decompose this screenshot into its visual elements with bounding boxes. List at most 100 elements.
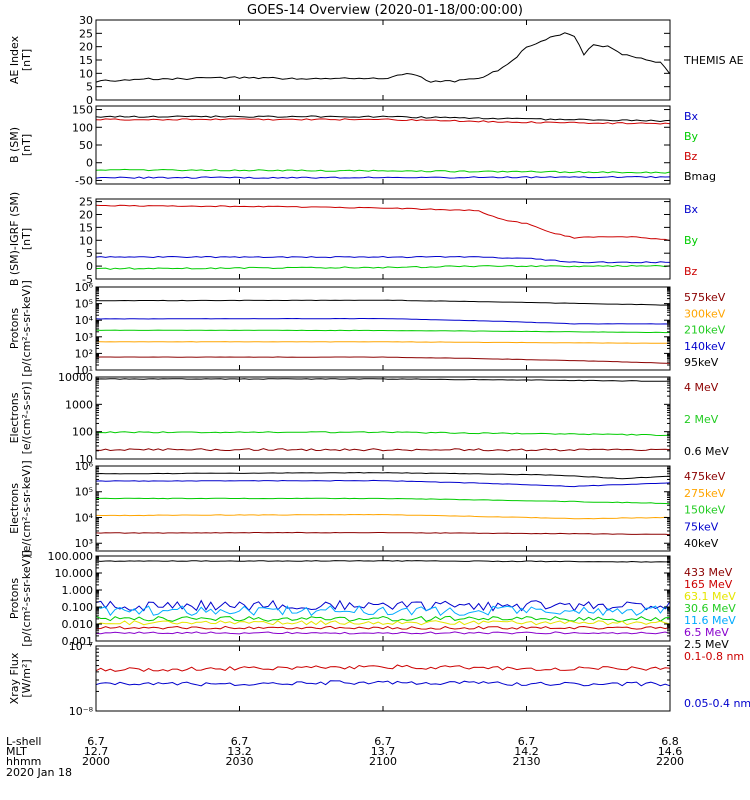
y-tick-label: 1.000	[62, 584, 94, 597]
legend-bz: Bz	[684, 150, 698, 163]
series-575kev-line	[95, 356, 671, 364]
legend-by: By	[684, 234, 699, 247]
panel-frame	[95, 465, 671, 552]
y-axis-label-line: [p/(cm²-s-sr-keV)]	[20, 550, 33, 647]
series-433-mev-line	[95, 631, 671, 635]
y-axis-label: Electrons[e/(cm²-s-sr)]	[8, 382, 33, 455]
y-tick-label: 10⁴	[75, 511, 94, 524]
legend-by: By	[684, 130, 699, 143]
y-tick-label: 50	[79, 139, 93, 152]
series-140kev-line	[95, 317, 671, 325]
y-tick-label: 10³	[75, 537, 93, 550]
y-tick-label: 10⁻⁸	[69, 705, 94, 718]
y-tick-label: 10²	[75, 347, 93, 360]
y-tick-label: 0.010	[62, 618, 94, 631]
series-0-05-0-4-nm-line	[95, 680, 671, 687]
y-axis-label: Xray Flux[W/m²]	[8, 652, 33, 704]
series-150kev-line	[96, 497, 671, 505]
y-tick-label: 10	[79, 453, 93, 466]
axis-row-label-l-shell: L-shell	[6, 735, 42, 748]
axis-value-mlt: 14.2	[514, 745, 539, 758]
panel-2: -50 0 50 100 150 B (SM)[nT] Bx By Bz Bmag	[8, 104, 716, 188]
series-themis-ae-line	[95, 32, 671, 83]
y-tick-label: 150	[72, 104, 93, 117]
axis-value-mlt: 13.2	[227, 745, 252, 758]
legend-40kev: 40keV	[684, 537, 719, 550]
y-tick-label: 10⁴	[75, 314, 94, 327]
panel-4: 10¹ 10² 10³ 10⁴ 10⁵ 10⁶ Protons[p/(cm²-s-sr-ke…	[8, 280, 726, 377]
y-tick-label: -5	[82, 273, 93, 286]
y-tick-label: 100	[72, 426, 93, 439]
y-tick-label: 1000	[65, 398, 93, 411]
legend-bmag: Bmag	[684, 170, 716, 183]
legend-0-1-0-8-nm: 0.1-0.8 nm	[684, 650, 744, 663]
series-bmag-line	[95, 115, 671, 123]
axis-value-l-shell: 6.8	[661, 735, 679, 748]
y-axis-label-line: [e/(cm²-s-sr)]	[20, 382, 33, 455]
y-tick-label: 100.000	[48, 550, 94, 563]
legend-11-6-mev: 11.6 MeV	[684, 614, 736, 627]
legend-433-mev: 433 MeV	[684, 566, 733, 579]
y-tick-label: 5	[86, 81, 93, 94]
panel-frame	[95, 198, 671, 280]
series-63-1-mev-line	[95, 620, 671, 626]
y-axis-label-line: [W/m²]	[20, 659, 33, 697]
series-95kev-line	[95, 299, 671, 306]
y-axis-label-line: Protons	[8, 578, 21, 619]
y-axis-label-line: [nT]	[20, 134, 33, 156]
y-tick-label: 10¹	[75, 364, 93, 377]
y-tick-label: 0.100	[62, 601, 94, 614]
legend-bx: Bx	[684, 110, 699, 123]
legend-300kev: 300keV	[684, 307, 726, 320]
panel-8: 10⁻⁸ 10⁻⁷ Xray Flux[W/m²] 0.1-0.8 nm 0.05-0.…	[8, 640, 750, 718]
legend-0-05-0-4-nm: 0.05-0.4 nm	[684, 697, 750, 710]
y-tick-label: 10	[79, 234, 93, 247]
axis-value-l-shell: 6.7	[87, 735, 105, 748]
y-axis-label: Protons[p/(cm²-s-sr-keV)]	[8, 550, 33, 647]
axis-date-label: 2020 Jan 18	[6, 766, 72, 779]
legend-475kev: 475keV	[684, 470, 726, 483]
legend-4-mev: 4 MeV	[684, 381, 719, 394]
legend-2-5-mev: 2.5 MeV	[684, 638, 729, 651]
y-axis-label-line: [p/(cm²-s-sr-keV)]	[20, 280, 33, 377]
y-tick-label: 0	[86, 94, 93, 107]
legend-275kev: 275keV	[684, 487, 726, 500]
y-tick-label: 10⁵	[75, 486, 93, 499]
series-475kev-line	[95, 531, 671, 536]
y-tick-label: 20	[79, 208, 93, 221]
y-axis-label: B (SM)[nT]	[8, 127, 33, 163]
y-tick-label: 30	[79, 14, 93, 27]
y-axis-label: AE Index[nT]	[8, 35, 33, 84]
legend-themis-ae: THEMIS AE	[683, 54, 744, 67]
series-0-1-0-8-nm-line	[95, 664, 671, 672]
y-tick-label: 10³	[75, 331, 93, 344]
y-axis-label-line: Protons	[8, 308, 21, 349]
y-axis-label-line: Xray Flux	[8, 652, 21, 704]
axis-value-hhmm: 2200	[656, 755, 684, 768]
panel-7: 0.001 0.010 0.100 1.000 10.000 100.000 Protons…	[8, 550, 736, 651]
y-tick-label: 10	[79, 67, 93, 80]
legend-0-6-mev: 0.6 MeV	[684, 445, 729, 458]
y-tick-label: 0	[86, 260, 93, 273]
y-axis-label-line: Electrons	[8, 392, 21, 443]
y-axis-label-line: [e/(cm²-s-sr-keV)]	[20, 460, 33, 556]
y-axis-label-line: B (SM)-IGRF (SM)	[8, 192, 21, 286]
series-by-line	[95, 168, 671, 174]
axis-value-hhmm: 2130	[513, 755, 541, 768]
legend-150kev: 150keV	[684, 504, 726, 517]
legend-63-1-mev: 63.1 MeV	[684, 590, 736, 603]
series-300kev-line	[96, 341, 670, 344]
series-bz-line	[95, 118, 671, 125]
figure-title: GOES-14 Overview (2020-01-18/00:00:00)	[247, 3, 523, 18]
y-axis-label-line: [nT]	[20, 49, 33, 71]
axis-value-mlt: 12.7	[84, 745, 109, 758]
series-275kev-line	[95, 513, 671, 520]
legend-6-5-mev: 6.5 MeV	[684, 626, 729, 639]
y-tick-label: 10.000	[55, 567, 94, 580]
series-210kev-line	[95, 329, 671, 334]
y-tick-label: 10⁻⁷	[69, 640, 93, 653]
